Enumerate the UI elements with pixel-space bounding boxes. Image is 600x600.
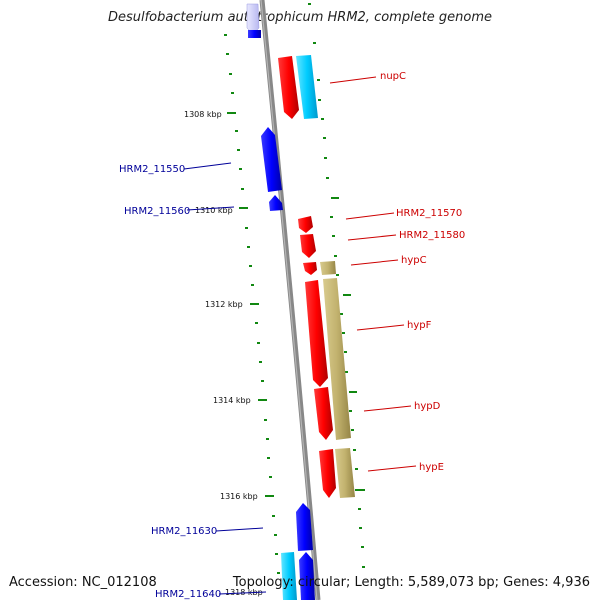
leader-hypC	[350, 259, 399, 266]
label-HRM2_11570[interactable]: HRM2_11570	[396, 208, 462, 219]
label-HRM2_11560[interactable]: HRM2_11560	[124, 206, 190, 217]
leader-HRM2_11570	[345, 212, 395, 220]
gene-HRM2_11560[interactable]	[269, 195, 283, 211]
gene-nupC[interactable]	[278, 56, 299, 119]
label-hypF[interactable]: hypF	[407, 320, 432, 331]
gene-hypC[interactable]	[303, 262, 317, 275]
leader-HRM2_11580	[347, 234, 397, 241]
kbp-label-1316: 1316 kbp	[220, 492, 258, 501]
leader-HRM2_11630	[215, 527, 264, 532]
leader-HRM2_11560	[186, 206, 235, 211]
accession-text: Accession: NC_012108	[9, 575, 157, 590]
label-HRM2_11630[interactable]: HRM2_11630	[151, 526, 217, 537]
gene-HRM2_11550[interactable]	[261, 127, 282, 192]
cog-bar-hypE	[335, 448, 355, 498]
genome-backbone	[259, 0, 321, 600]
cog-bar-bottom-cyan	[281, 552, 297, 600]
leader-hypD	[363, 405, 412, 412]
leader-hypF	[356, 324, 405, 331]
kbp-label-1308: 1308 kbp	[184, 110, 222, 119]
kbp-label-1312: 1312 kbp	[205, 300, 243, 309]
map-title: Desulfobacterium autotrophicum HRM2, com…	[107, 10, 493, 25]
kbp-label-1314: 1314 kbp	[213, 396, 251, 405]
outer-scale-ticks	[308, 3, 365, 568]
inner-scale-ticks	[224, 34, 280, 574]
gene-top-faded[interactable]	[246, 3, 260, 35]
kbp-label-1310: 1310 kbp	[195, 206, 233, 215]
gene-top-blue[interactable]	[248, 30, 261, 38]
leader-nupC	[329, 76, 377, 84]
leader-hypE	[367, 465, 417, 472]
gene-hypE[interactable]	[319, 449, 336, 498]
label-HRM2_11580[interactable]: HRM2_11580	[399, 230, 465, 241]
label-HRM2_11550[interactable]: HRM2_11550	[119, 164, 185, 175]
leader-HRM2_11550	[183, 162, 232, 170]
topology-text: Topology: circular; Length: 5,589,073 bp…	[232, 575, 590, 590]
cog-bar-hypF-hypD	[323, 278, 351, 440]
gene-HRM2_11580[interactable]	[300, 234, 316, 258]
leader-HRM2_11640	[218, 591, 267, 595]
gene-hypD[interactable]	[314, 387, 333, 440]
cog-bar-nupC	[296, 55, 318, 119]
cog-bar-hypC	[320, 261, 336, 275]
gene-HRM2_11640[interactable]	[299, 552, 315, 600]
label-hypD[interactable]: hypD	[414, 401, 441, 412]
label-HRM2_11640[interactable]: HRM2_11640	[155, 589, 221, 600]
gene-HRM2_11630[interactable]	[296, 503, 313, 551]
gene-hypF[interactable]	[305, 280, 328, 387]
gene-HRM2_11570[interactable]	[298, 216, 313, 233]
label-hypE[interactable]: hypE	[419, 462, 444, 473]
label-hypC[interactable]: hypC	[401, 255, 427, 266]
label-nupC[interactable]: nupC	[380, 71, 406, 82]
